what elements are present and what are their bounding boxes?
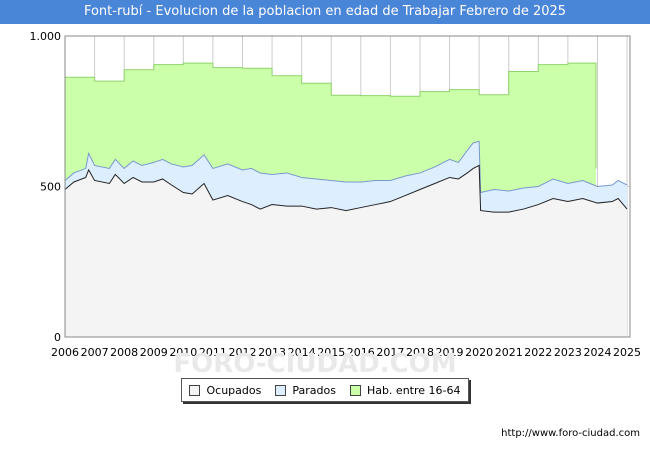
watermark: FORO-CIUDAD.COM (173, 349, 456, 379)
area-ocupados (65, 165, 628, 337)
x-axis-ticks: 2006 2007 2008 2009 2010 2011 2012 2013 2014 2015… (51, 346, 641, 359)
series-areas (65, 63, 628, 338)
footer-url[interactable]: http://www.foro-ciudad.com (501, 428, 640, 439)
legend-swatch-ocupados (189, 384, 201, 396)
x-tick-label: 2012 (228, 346, 256, 359)
x-tick-label: 2013 (258, 346, 286, 359)
x-tick-label: 2006 (51, 346, 79, 359)
legend-label-ocupados: Ocupados (206, 383, 262, 397)
legend-item-parados: Parados (275, 384, 336, 397)
legend-label-hab: Hab. entre 16-64 (366, 383, 461, 397)
x-tick-label: 2021 (495, 346, 523, 359)
legend-label-parados: Parados (292, 383, 336, 397)
legend: Ocupados Parados Hab. entre 16-64 (181, 378, 469, 402)
x-tick-label: 2019 (436, 346, 464, 359)
legend-item-ocupados: Ocupados (189, 384, 261, 397)
x-tick-label: 2011 (199, 346, 227, 359)
y-tick-label: 0 (54, 331, 61, 344)
x-tick-label: 2007 (81, 346, 109, 359)
chart-title: Font-rubí - Evolucion de la poblacion en… (0, 0, 650, 24)
x-tick-label: 2024 (583, 346, 611, 359)
line-parados (64, 140, 628, 194)
y-tick-label: 1.000 (30, 30, 62, 43)
x-tick-label: 2009 (140, 346, 168, 359)
x-tick-label: 2010 (169, 346, 197, 359)
x-tick-label: 2008 (110, 346, 138, 359)
x-tick-label: 2015 (317, 346, 345, 359)
x-tick-label: 2018 (406, 346, 434, 359)
x-tick-label: 2025 (613, 346, 641, 359)
x-tick-label: 2023 (554, 346, 582, 359)
x-tick-label: 2020 (465, 346, 493, 359)
y-tick-label: 500 (40, 181, 61, 194)
x-tick-label: 2017 (376, 346, 404, 359)
x-tick-label: 2016 (347, 346, 375, 359)
line-hab-entre-16-64 (65, 62, 597, 169)
plot-frame (64, 35, 631, 338)
legend-swatch-parados (275, 384, 287, 396)
y-axis-ticks: 0 500 1.000 (30, 30, 62, 344)
legend-swatch-hab (349, 384, 361, 396)
legend-item-hab: Hab. entre 16-64 (349, 383, 461, 397)
x-tick-label: 2014 (288, 346, 316, 359)
line-ocupados (64, 164, 628, 213)
x-tick-label: 2022 (524, 346, 552, 359)
series-lines (64, 62, 628, 213)
